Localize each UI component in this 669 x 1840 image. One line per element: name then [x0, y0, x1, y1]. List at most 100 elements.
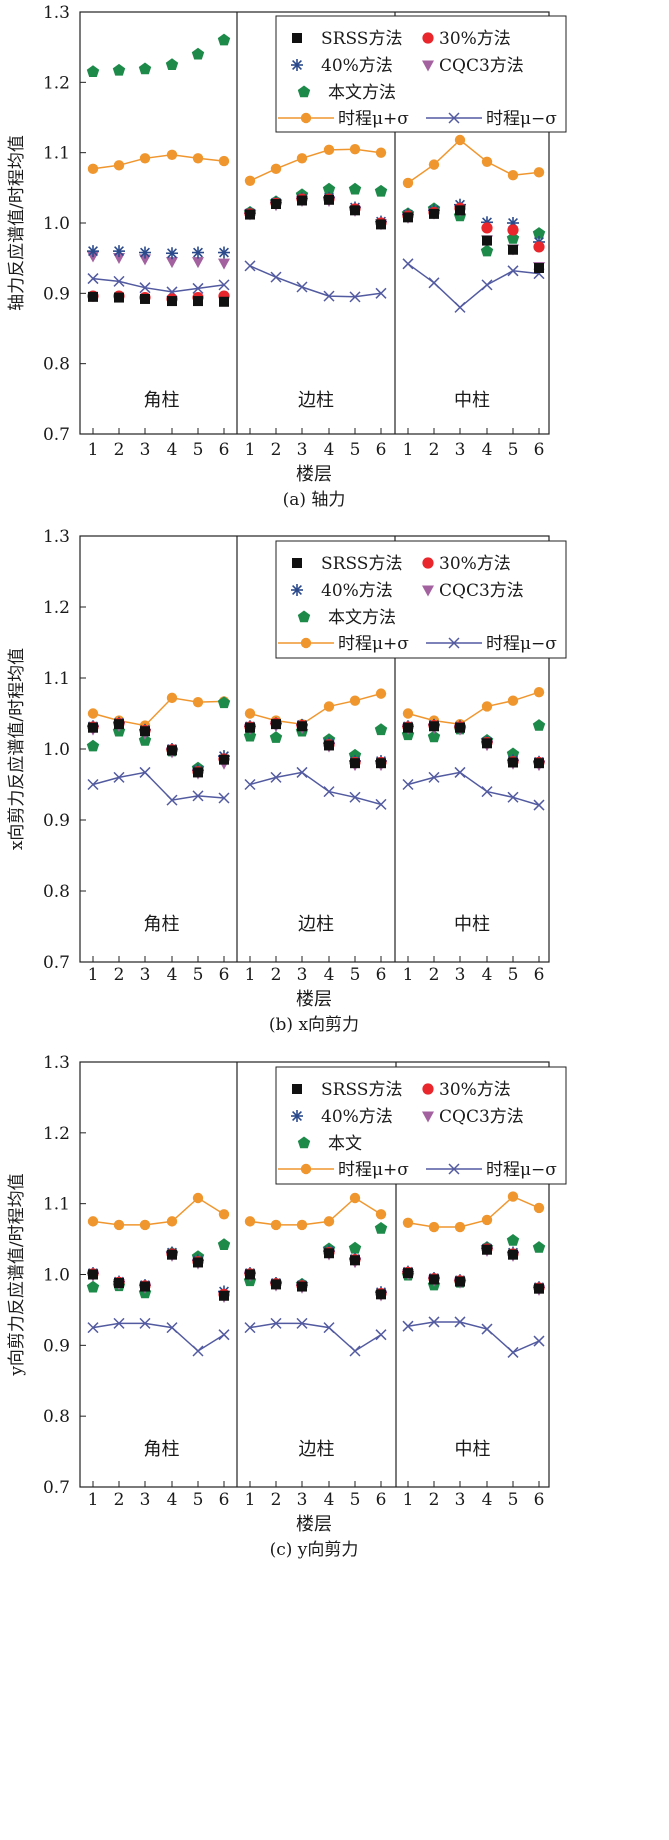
y-axis-label: x向剪力反应谱值/时程均值: [7, 648, 27, 850]
data-point-th_plus: [166, 149, 178, 160]
data-point-srss: [140, 293, 150, 304]
x-tick-label: 4: [167, 965, 178, 985]
x-tick-label: 6: [534, 1490, 545, 1510]
legend-label-th-minus: 时程μ−σ: [486, 1160, 557, 1180]
data-point-th_minus: [244, 778, 256, 791]
data-point-th_minus: [270, 271, 282, 283]
data-point-th_minus-stroke: [244, 260, 256, 272]
data-point-th_minus: [402, 778, 414, 791]
series-p30: [87, 1243, 545, 1300]
series-cqc3: [87, 195, 545, 274]
group-label: 中柱: [454, 914, 490, 935]
data-point-th_minus-stroke: [375, 1329, 387, 1341]
series-line-th_plus: [92, 1197, 225, 1226]
group-label: 中柱: [454, 390, 490, 411]
x-tick-label: 1: [245, 440, 256, 460]
x-tick-label: 5: [350, 1490, 361, 1510]
data-point-th_minus: [481, 279, 493, 291]
legend-label-proposed: 本文方法: [328, 608, 396, 628]
data-point-proposed: [348, 182, 362, 195]
data-point-th_minus: [349, 791, 361, 803]
data-point-th_minus-stroke: [218, 279, 230, 291]
data-point-th_minus-stroke: [113, 1317, 125, 1329]
data-point-srss: [193, 296, 203, 307]
x-tick-label: 2: [271, 440, 282, 460]
data-point-srss: [376, 1289, 386, 1300]
data-point-th_minus-stroke: [428, 277, 440, 289]
data-point-srss: [324, 740, 334, 751]
y-axis-label: y向剪力反应谱值/时程均值: [7, 1173, 27, 1376]
data-point-cqc3: [192, 257, 204, 269]
panel-title: (c) y向剪力: [270, 1540, 359, 1560]
data-point-srss: [167, 745, 177, 756]
x-tick-label: 1: [403, 965, 414, 985]
legend-box: [275, 1066, 567, 1185]
series-srss: [88, 194, 544, 307]
data-point-th_minus-stroke: [323, 786, 335, 798]
data-point-th_plus: [375, 688, 387, 699]
data-point-th_minus: [402, 1320, 414, 1332]
data-point-th_plus: [270, 163, 282, 175]
group-label: 角柱: [144, 914, 180, 935]
data-point-srss: [324, 194, 334, 205]
data-point-th_plus: [218, 1209, 230, 1220]
data-point-th_minus-stroke: [218, 1329, 230, 1341]
data-point-srss: [88, 1269, 98, 1280]
data-point-proposed: [532, 227, 546, 239]
legend-marker-p30: [422, 32, 434, 44]
data-point-th_minus-stroke: [113, 275, 125, 287]
data-point-srss: [534, 263, 544, 274]
data-point-th_minus: [533, 1335, 545, 1347]
x-tick-label: 4: [324, 965, 335, 985]
data-point-th_plus: [87, 163, 99, 175]
data-point-th_minus: [349, 1345, 361, 1357]
data-point-th_plus: [507, 169, 519, 181]
legend-label-30pct: 30%方法: [439, 554, 511, 574]
data-point-th_minus-stroke: [139, 1317, 151, 1329]
x-tick-label: 5: [193, 440, 204, 460]
data-point-th_minus: [375, 1329, 387, 1341]
data-point-srss: [114, 719, 124, 730]
data-point-th_minus: [270, 771, 282, 783]
legend-marker-p40: [291, 1110, 303, 1122]
series-p30: [87, 717, 545, 778]
series-line-th_plus: [92, 697, 225, 727]
series-th_plus: [87, 134, 545, 189]
data-point-th_plus: [375, 147, 387, 158]
data-point-th_minus: [507, 1346, 519, 1358]
series-line-th_plus: [249, 1197, 382, 1226]
series-p40: [87, 191, 545, 260]
series-line-th_minus: [407, 771, 540, 806]
y-tick-label: 1.2: [43, 1124, 70, 1144]
data-point-th_plus: [402, 1217, 414, 1228]
data-point-th_minus-stroke: [244, 778, 256, 791]
data-point-th_plus: [402, 177, 414, 189]
legend-label-cqc3: CQC3方法: [439, 56, 524, 76]
data-point-th_plus: [323, 701, 335, 712]
series-p40: [87, 1242, 545, 1299]
y-tick-label: 1.1: [43, 669, 70, 689]
x-tick-label: 1: [245, 965, 256, 985]
data-point-th_minus: [323, 1322, 335, 1334]
data-point-th_plus: [481, 701, 493, 712]
data-point-th_minus: [533, 799, 545, 811]
data-point-th_minus: [218, 1329, 230, 1341]
data-point-p40: [192, 246, 204, 259]
data-point-th_plus: [402, 708, 414, 719]
data-point-th_plus: [139, 1219, 151, 1231]
series-line-th_plus: [407, 139, 540, 184]
data-point-th_plus: [428, 159, 440, 170]
series-cqc3: [87, 721, 545, 780]
data-point-th_minus: [454, 301, 466, 313]
data-point-cqc3: [166, 257, 178, 269]
data-point-srss: [245, 722, 255, 733]
data-point-th_plus: [481, 1214, 493, 1226]
data-point-th_minus-stroke: [270, 1317, 282, 1329]
series-line-th_plus: [407, 691, 540, 725]
series-p30: [87, 193, 545, 305]
data-point-th_minus: [481, 1323, 493, 1335]
x-tick-label: 6: [219, 440, 230, 460]
x-tick-label: 6: [534, 440, 545, 460]
data-point-th_minus-stroke: [481, 1323, 493, 1335]
